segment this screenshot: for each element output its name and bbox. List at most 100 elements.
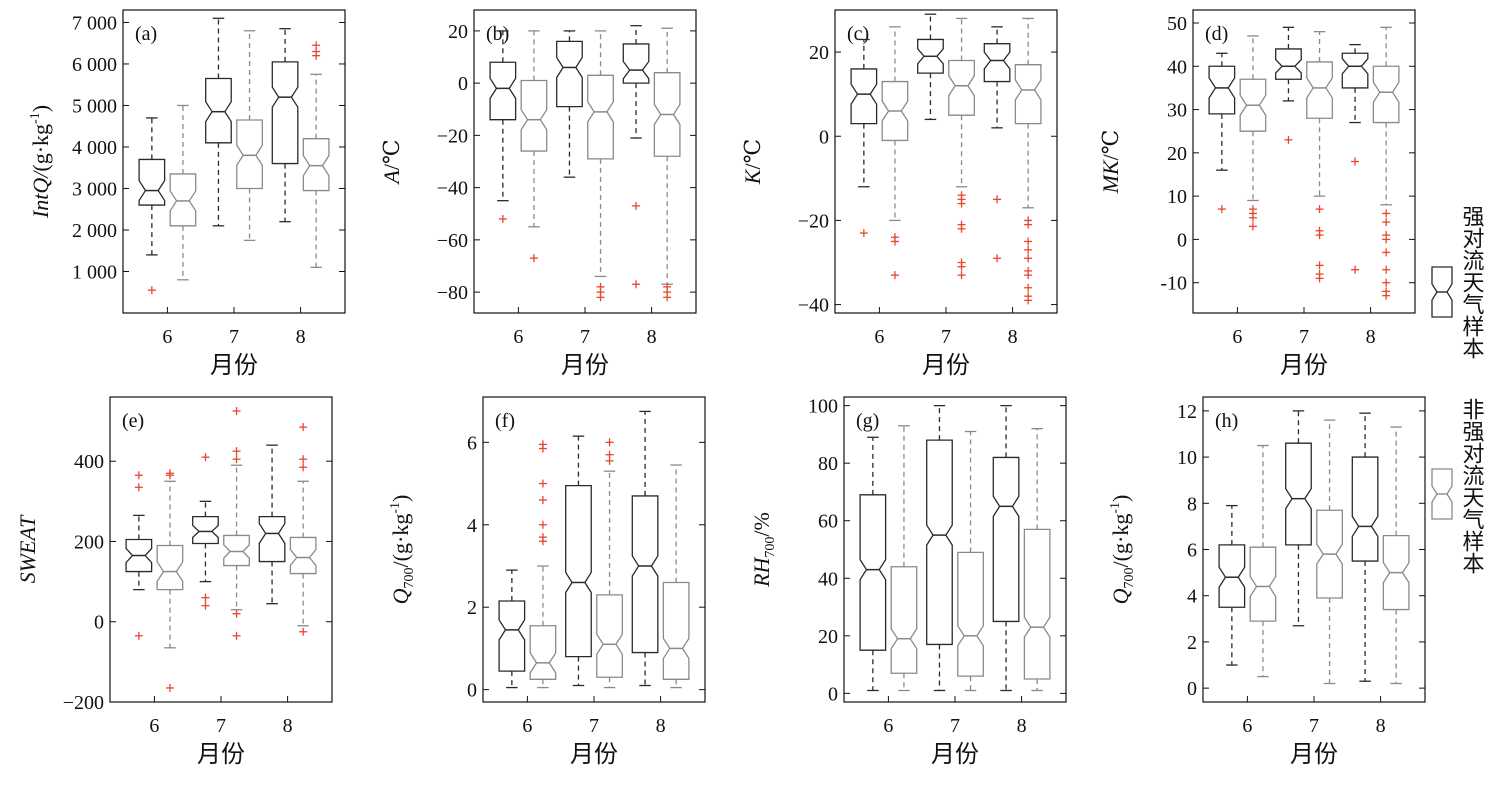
y-tick-label: 2 — [467, 597, 477, 619]
y-tick-label: 12 — [1177, 401, 1197, 423]
y-tick-label: 40 — [818, 568, 838, 590]
box-body — [1218, 544, 1246, 608]
outlier-point — [147, 286, 156, 295]
box-body — [1351, 456, 1379, 562]
outlier-point — [1024, 220, 1033, 229]
box-body — [992, 456, 1020, 623]
outlier-point — [632, 280, 641, 289]
x-tick-label: 6 — [522, 715, 532, 737]
box-strong-month-6 — [498, 569, 526, 689]
outlier-point — [890, 271, 899, 280]
outlier-point — [1351, 157, 1360, 166]
y-tick-label: 400 — [74, 451, 104, 473]
x-axis-label: 月份 — [931, 741, 979, 768]
box-body — [926, 439, 953, 646]
outlier-point — [312, 41, 321, 50]
box-body — [890, 566, 918, 674]
box-body — [1014, 64, 1042, 125]
y-tick-label: 80 — [818, 453, 838, 475]
box-body — [1372, 65, 1400, 124]
axes-frame — [843, 396, 1067, 703]
outlier-point — [201, 601, 210, 610]
outlier-point — [1351, 265, 1360, 274]
box-nonstrong-month-6 — [520, 30, 548, 263]
box-strong-month-6 — [859, 436, 887, 692]
box-body — [859, 494, 887, 651]
legend-strong-label: 强对流天气样本 — [1460, 205, 1485, 359]
box-body — [1382, 534, 1410, 611]
y-tick-label: −40 — [798, 295, 829, 317]
y-tick-label: 6 000 — [72, 54, 117, 76]
x-tick-label: 8 — [1366, 326, 1376, 348]
box-body — [289, 536, 317, 575]
y-tick-label: 4 — [467, 515, 477, 537]
box-body — [1306, 61, 1333, 119]
outlier-point — [957, 271, 966, 280]
panel-f: 0 2 4 6 6 7 8 月份 Q700/(g·kg-1) (f) — [388, 396, 706, 768]
x-tick-label: 8 — [296, 326, 306, 348]
outlier-point — [993, 254, 1002, 263]
box-strong-month-7 — [917, 13, 944, 121]
box-nonstrong-month-8 — [1372, 26, 1400, 300]
y-tick-label: 0 — [1187, 678, 1197, 700]
box-strong-month-7 — [205, 17, 232, 227]
axes-frame — [109, 396, 333, 703]
box-body — [565, 484, 592, 658]
x-tick-label: 6 — [162, 326, 172, 348]
box-body — [587, 74, 614, 160]
box-body — [302, 138, 330, 192]
x-tick-label: 6 — [1232, 326, 1242, 348]
x-tick-label: 7 — [229, 326, 239, 348]
box-body — [236, 119, 263, 190]
outlier-point — [529, 254, 538, 263]
outlier-point — [1024, 296, 1033, 305]
box-nonstrong-month-7 — [587, 30, 614, 302]
box-strong-month-7 — [565, 435, 592, 687]
y-tick-label: 40 — [1167, 56, 1187, 78]
box-strong-month-6 — [1218, 504, 1246, 666]
box-body — [622, 43, 650, 84]
outlier-point — [232, 447, 241, 456]
box-strong-month-8 — [271, 28, 299, 223]
outlier-point — [957, 224, 966, 233]
box-nonstrong-month-6 — [529, 440, 557, 689]
outlier-point — [1024, 283, 1033, 292]
box-body — [1208, 65, 1236, 115]
box-strong-month-7 — [556, 30, 583, 178]
y-tick-label: 60 — [818, 511, 838, 533]
box-body — [983, 43, 1011, 83]
panel-label: (d) — [1205, 23, 1228, 45]
y-tick-label: 0 — [467, 680, 477, 702]
x-tick-label: 7 — [1309, 715, 1319, 737]
y-tick-label: −200 — [63, 692, 104, 714]
axes-frame — [482, 396, 706, 703]
outlier-point — [498, 214, 507, 223]
box-body — [1023, 528, 1051, 680]
outlier-point — [957, 199, 966, 208]
y-tick-label: 4 000 — [72, 137, 117, 159]
outlier-point — [1315, 226, 1324, 235]
box-nonstrong-month-7 — [596, 438, 623, 689]
box-nonstrong-month-6 — [156, 469, 184, 692]
x-tick-label: 6 — [149, 715, 159, 737]
y-tick-label: 100 — [808, 396, 838, 418]
legend-nonstrong-icon — [1431, 468, 1453, 520]
panel-label: (g) — [856, 410, 879, 432]
box-nonstrong-month-7 — [223, 407, 250, 640]
y-axis-label: Q700/(g·kg-1) — [1108, 495, 1137, 605]
box-body — [1275, 48, 1302, 80]
outlier-point — [1315, 274, 1324, 283]
outlier-point — [663, 293, 672, 302]
box-body — [489, 61, 517, 121]
y-tick-label: 4 — [1187, 586, 1197, 608]
box-nonstrong-month-6 — [1249, 444, 1277, 678]
panel-label: (a) — [135, 23, 157, 45]
outlier-point — [1284, 135, 1293, 144]
box-strong-month-8 — [992, 404, 1020, 692]
y-tick-label: 20 — [448, 21, 468, 43]
outlier-point — [1217, 205, 1226, 214]
y-tick-label: 8 — [1187, 493, 1197, 515]
box-nonstrong-month-6 — [890, 425, 918, 692]
box-nonstrong-month-7 — [1306, 30, 1333, 283]
x-tick-label: 6 — [1242, 715, 1252, 737]
